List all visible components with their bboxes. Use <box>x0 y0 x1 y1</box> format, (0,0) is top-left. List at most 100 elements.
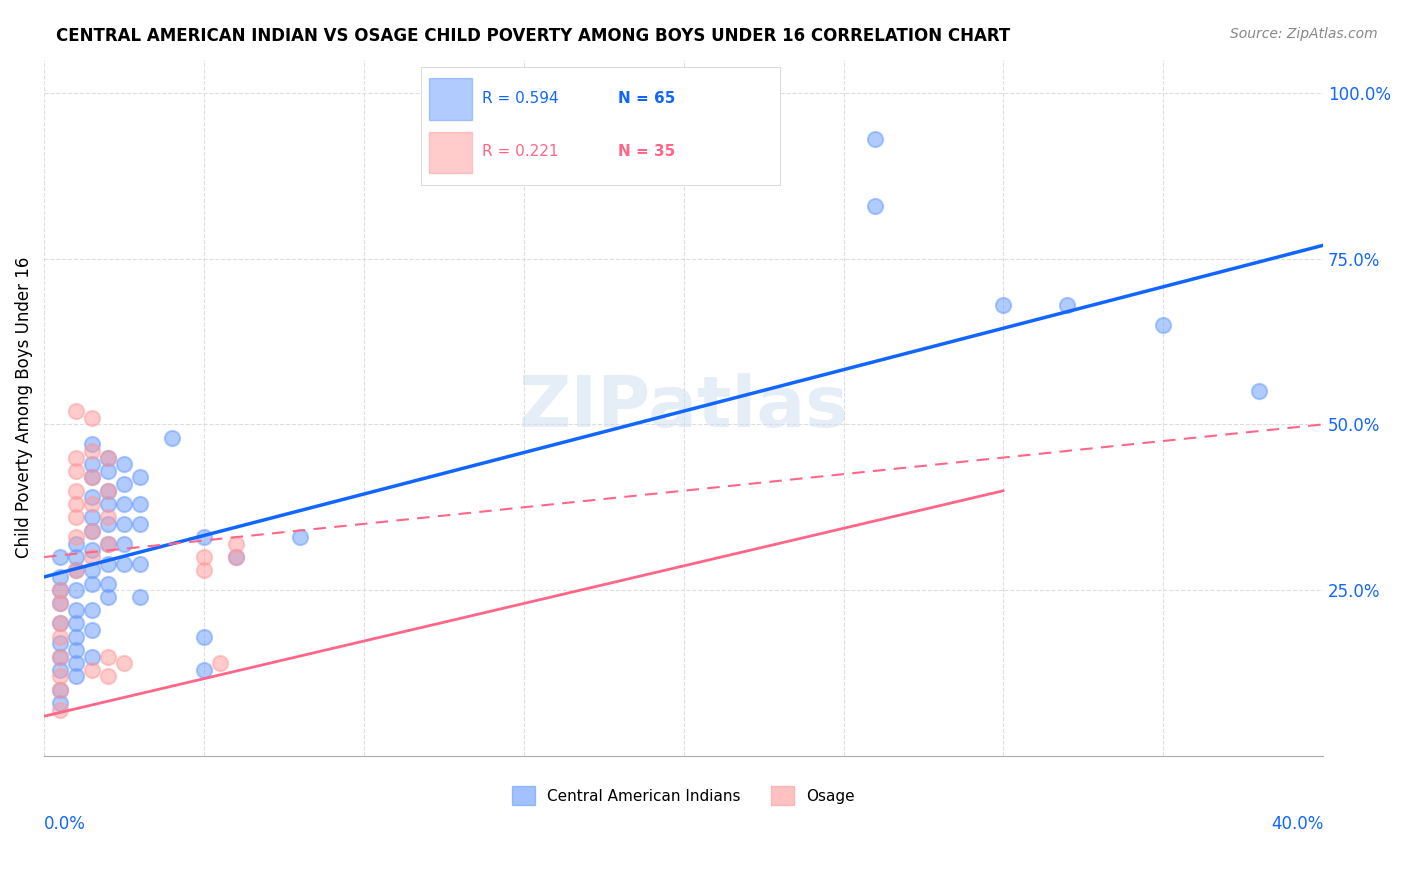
Point <box>1056 298 1078 312</box>
Point <box>97 450 120 465</box>
Point <box>193 663 215 677</box>
Point <box>80 524 103 538</box>
Point <box>1249 384 1271 399</box>
Point <box>129 557 152 571</box>
Point <box>49 696 72 710</box>
Point <box>129 590 152 604</box>
Point <box>65 563 87 577</box>
Point <box>80 410 103 425</box>
Point <box>49 570 72 584</box>
Point <box>49 682 72 697</box>
Legend: Central American Indians, Osage: Central American Indians, Osage <box>506 780 862 811</box>
Point <box>97 464 120 478</box>
Point <box>112 477 135 491</box>
Point <box>49 703 72 717</box>
Point <box>65 656 87 670</box>
Point <box>129 516 152 531</box>
Point <box>65 497 87 511</box>
Point <box>49 649 72 664</box>
Point <box>65 404 87 418</box>
Point <box>65 510 87 524</box>
Point <box>65 643 87 657</box>
Point <box>49 583 72 598</box>
Point <box>993 298 1015 312</box>
Point <box>208 656 231 670</box>
Point <box>160 431 183 445</box>
Point <box>97 576 120 591</box>
Point <box>80 543 103 558</box>
Point <box>80 497 103 511</box>
Point <box>97 516 120 531</box>
Point <box>80 470 103 484</box>
Point <box>65 549 87 564</box>
Point <box>65 616 87 631</box>
Point <box>49 669 72 683</box>
Point <box>65 603 87 617</box>
Point <box>97 537 120 551</box>
Point <box>80 524 103 538</box>
Point <box>49 663 72 677</box>
Point <box>80 576 103 591</box>
Point <box>865 132 887 146</box>
Point <box>65 483 87 498</box>
Point <box>97 590 120 604</box>
Point <box>112 516 135 531</box>
Point <box>65 630 87 644</box>
Point <box>1152 318 1174 332</box>
Point <box>193 530 215 544</box>
Text: ZIPatlas: ZIPatlas <box>519 374 849 442</box>
Text: Source: ZipAtlas.com: Source: ZipAtlas.com <box>1230 27 1378 41</box>
Text: 40.0%: 40.0% <box>1271 815 1323 833</box>
Text: CENTRAL AMERICAN INDIAN VS OSAGE CHILD POVERTY AMONG BOYS UNDER 16 CORRELATION C: CENTRAL AMERICAN INDIAN VS OSAGE CHILD P… <box>56 27 1011 45</box>
Point <box>49 616 72 631</box>
Point <box>80 603 103 617</box>
Point <box>97 450 120 465</box>
Text: 0.0%: 0.0% <box>44 815 86 833</box>
Point <box>65 530 87 544</box>
Point <box>80 457 103 471</box>
Point <box>65 563 87 577</box>
Point <box>65 669 87 683</box>
Point <box>97 483 120 498</box>
Point <box>80 549 103 564</box>
Point <box>49 583 72 598</box>
Point <box>80 437 103 451</box>
Point <box>49 649 72 664</box>
Point <box>112 557 135 571</box>
Point <box>112 537 135 551</box>
Point <box>65 464 87 478</box>
Point <box>65 583 87 598</box>
Y-axis label: Child Poverty Among Boys Under 16: Child Poverty Among Boys Under 16 <box>15 257 32 558</box>
Point <box>49 616 72 631</box>
Point <box>288 530 311 544</box>
Point <box>80 470 103 484</box>
Point <box>737 152 759 166</box>
Point <box>97 669 120 683</box>
Point <box>225 549 247 564</box>
Point <box>65 450 87 465</box>
Point <box>80 663 103 677</box>
Point <box>112 497 135 511</box>
Point <box>80 444 103 458</box>
Point <box>112 656 135 670</box>
Point <box>65 537 87 551</box>
Point <box>129 497 152 511</box>
Point <box>193 549 215 564</box>
Point <box>49 630 72 644</box>
Point <box>80 510 103 524</box>
Point <box>49 682 72 697</box>
Point <box>49 597 72 611</box>
Point <box>97 510 120 524</box>
Point <box>80 623 103 637</box>
Point <box>97 557 120 571</box>
Point <box>49 549 72 564</box>
Point <box>97 537 120 551</box>
Point <box>865 198 887 212</box>
Point <box>80 563 103 577</box>
Point <box>225 549 247 564</box>
Point <box>193 630 215 644</box>
Point <box>80 649 103 664</box>
Point <box>49 636 72 650</box>
Point <box>97 497 120 511</box>
Point <box>49 597 72 611</box>
